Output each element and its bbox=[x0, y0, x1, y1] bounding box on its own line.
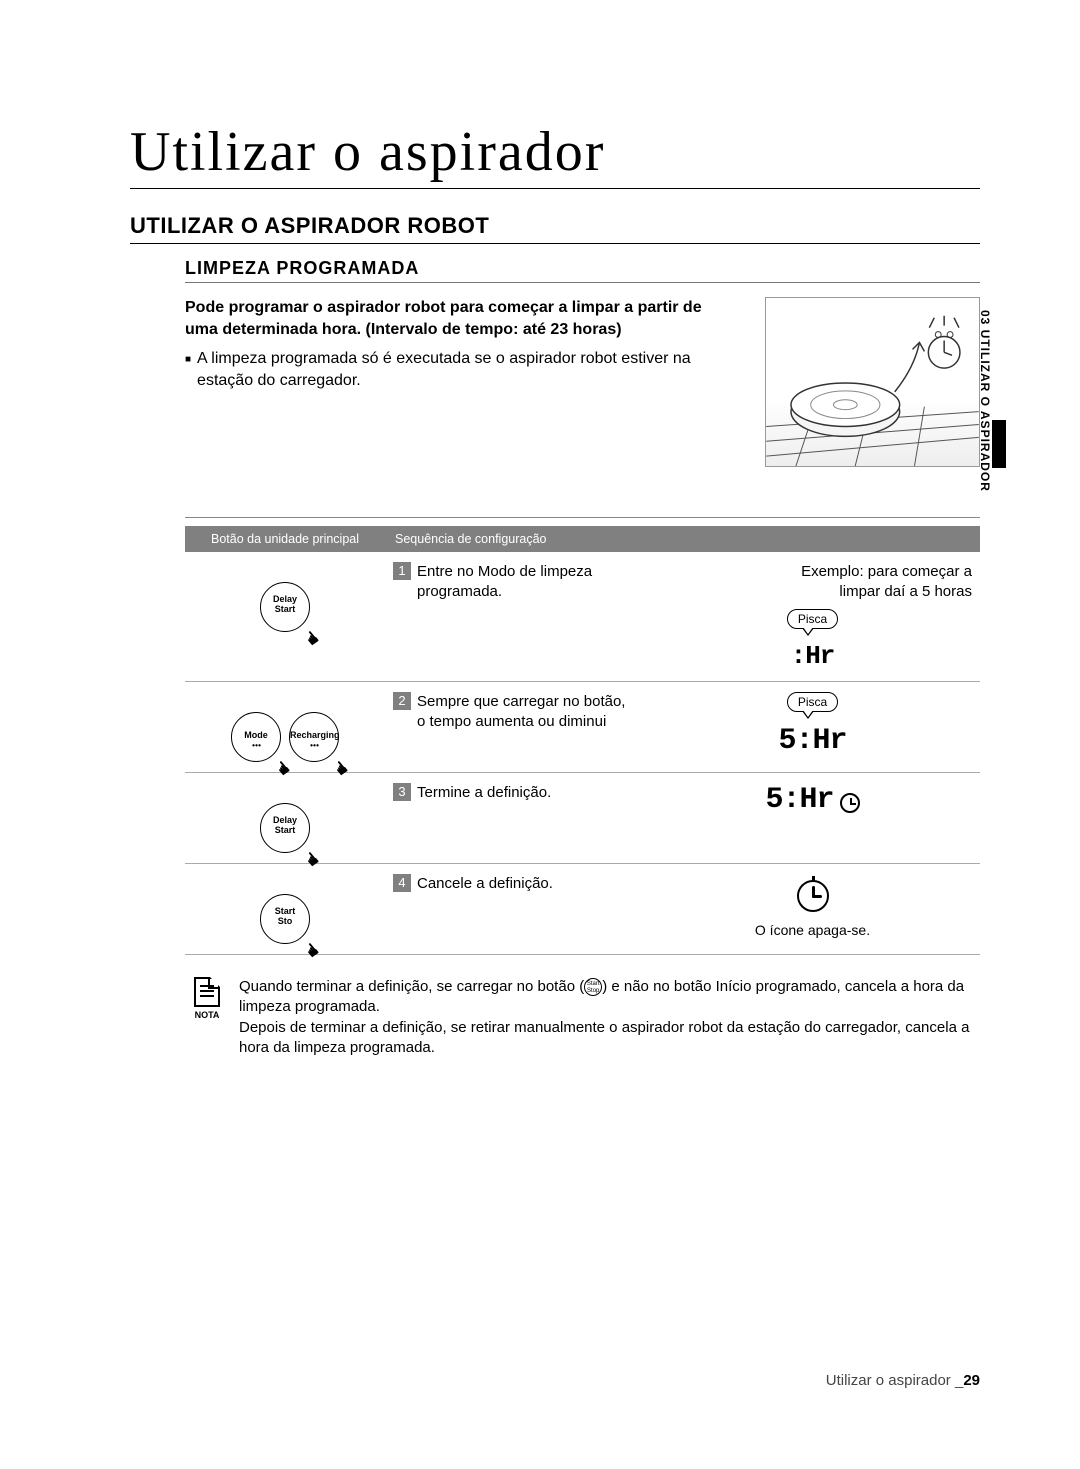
example-cell: 5:Hr bbox=[645, 773, 980, 864]
press-hand-icon: ☚ bbox=[298, 938, 324, 964]
page-footer: Utilizar o aspirador _29 bbox=[826, 1372, 980, 1389]
step-text: Entre no Modo de limpeza programada. bbox=[417, 562, 631, 601]
step-number: 2 bbox=[393, 692, 411, 710]
table-row: DelayStart☚ 3 Termine a definição. 5:Hr bbox=[185, 773, 980, 864]
intro-bold-text: Pode programar o aspirador robot para co… bbox=[185, 297, 735, 340]
col-header-sequence: Sequência de configuração bbox=[385, 526, 645, 552]
icon-off-label: O ícone apaga-se. bbox=[653, 922, 972, 938]
sequence-cell: 2 Sempre que carregar no botão, o tempo a… bbox=[385, 682, 645, 773]
table-top-divider bbox=[185, 517, 980, 518]
display-readout: 5:Hr bbox=[765, 783, 833, 817]
display-readout: :Hr bbox=[791, 641, 835, 671]
robot-illustration bbox=[765, 297, 980, 467]
press-hand-icon: ☚ bbox=[298, 626, 324, 652]
section-heading: UTILIZAR O ASPIRADOR ROBOT bbox=[130, 213, 980, 244]
sequence-cell: 1 Entre no Modo de limpeza programada. bbox=[385, 552, 645, 682]
blink-bubble: Pisca bbox=[787, 609, 838, 629]
device-button-icon: DelayStart☚ bbox=[260, 803, 310, 853]
example-cell: Exemplo: para começar alimpar daí a 5 ho… bbox=[645, 552, 980, 682]
button-cell: DelayStart☚ bbox=[185, 773, 385, 864]
subsection-heading: LIMPEZA PROGRAMADA bbox=[185, 258, 980, 283]
example-cell: O ícone apaga-se. bbox=[645, 864, 980, 955]
button-cell: Mode• • •☚Recharging• • •☚ bbox=[185, 682, 385, 773]
side-tab-marker bbox=[992, 420, 1006, 468]
step-text: Cancele a definição. bbox=[417, 874, 631, 894]
table-row: StartSto☚ 4 Cancele a definição. O ícone ap… bbox=[185, 864, 980, 955]
clock-icon bbox=[840, 793, 860, 813]
step-number: 4 bbox=[393, 874, 411, 892]
col-header-button: Botão da unidade principal bbox=[185, 526, 385, 552]
sequence-cell: 4 Cancele a definição. bbox=[385, 864, 645, 955]
manual-page: Utilizar o aspirador UTILIZAR O ASPIRADO… bbox=[0, 0, 1080, 1469]
intro-text: Pode programar o aspirador robot para co… bbox=[185, 297, 735, 467]
display-readout: 5:Hr bbox=[778, 724, 846, 758]
table-row: DelayStart☚ 1 Entre no Modo de limpeza pro… bbox=[185, 552, 980, 682]
intro-block: Pode programar o aspirador robot para co… bbox=[185, 297, 980, 467]
start-stop-inline-icon: StartStop bbox=[584, 978, 602, 996]
example-header: Exemplo: para começar alimpar daí a 5 ho… bbox=[653, 562, 972, 601]
note-icon bbox=[194, 977, 220, 1007]
blink-bubble: Pisca bbox=[787, 692, 838, 712]
intro-bullet: A limpeza programada só é executada se o… bbox=[185, 348, 735, 391]
col-header-example bbox=[645, 526, 980, 552]
button-cell: StartSto☚ bbox=[185, 864, 385, 955]
sequence-cell: 3 Termine a definição. bbox=[385, 773, 645, 864]
button-cell: DelayStart☚ bbox=[185, 552, 385, 682]
step-number: 3 bbox=[393, 783, 411, 801]
device-button-icon: Mode• • •☚ bbox=[231, 712, 281, 762]
config-steps-table: Botão da unidade principal Sequência de … bbox=[185, 526, 980, 955]
page-title: Utilizar o aspirador bbox=[130, 120, 980, 189]
device-button-icon: Recharging• • •☚ bbox=[289, 712, 339, 762]
note-icon-wrap: NOTA bbox=[185, 977, 229, 1058]
example-cell: Pisca 5:Hr bbox=[645, 682, 980, 773]
clock-icon bbox=[797, 880, 829, 912]
device-button-icon: StartSto☚ bbox=[260, 894, 310, 944]
table-row: Mode• • •☚Recharging• • •☚ 2 Sempre que ca… bbox=[185, 682, 980, 773]
note-label: NOTA bbox=[185, 1009, 229, 1021]
step-number: 1 bbox=[393, 562, 411, 580]
side-tab-label: 03 UTILIZAR O ASPIRADOR bbox=[978, 310, 992, 492]
step-text: Termine a definição. bbox=[417, 783, 631, 803]
device-button-icon: DelayStart☚ bbox=[260, 582, 310, 632]
robot-on-dock-icon bbox=[766, 298, 979, 466]
note-block: NOTA Quando terminar a definição, se car… bbox=[185, 977, 980, 1058]
note-text: Quando terminar a definição, se carregar… bbox=[239, 977, 980, 1058]
step-text: Sempre que carregar no botão, o tempo au… bbox=[417, 692, 631, 731]
